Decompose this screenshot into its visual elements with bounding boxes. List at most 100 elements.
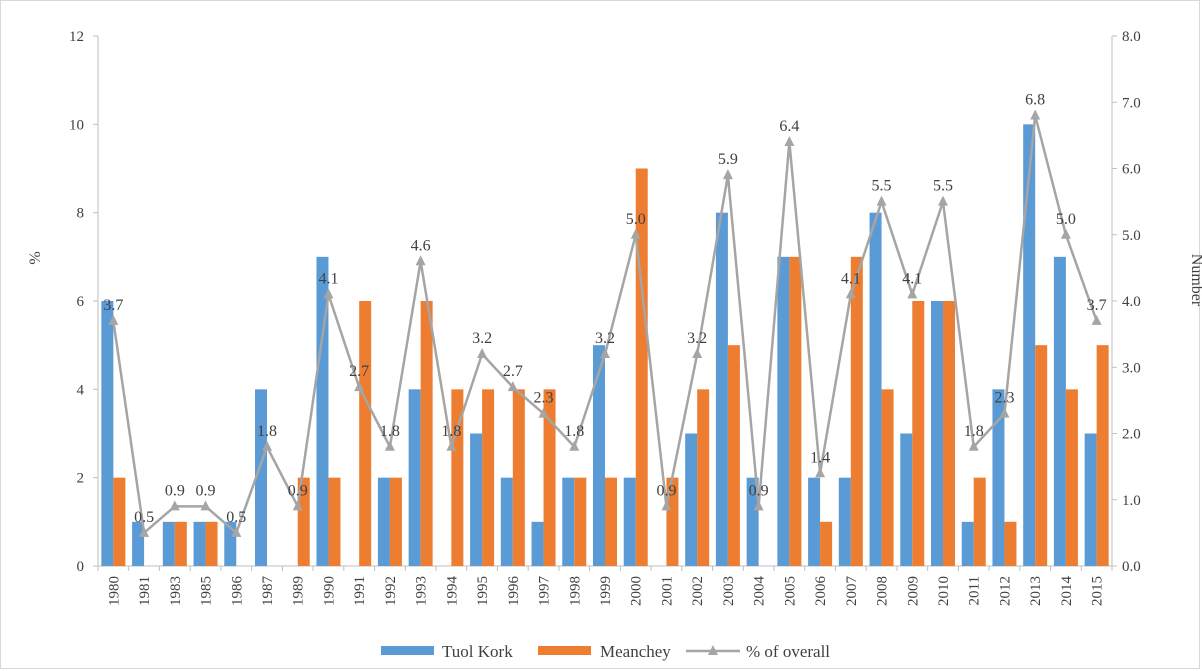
bar-meanchey xyxy=(574,477,587,566)
line-marker xyxy=(600,348,610,358)
bar-tuol-kork xyxy=(316,256,329,566)
line-marker xyxy=(262,440,272,451)
bar-tuol-kork xyxy=(685,433,698,566)
bar-tuol-kork xyxy=(715,212,728,566)
data-label: 4.6 xyxy=(411,237,431,254)
bar-meanchey xyxy=(1035,345,1048,566)
data-label: 5.5 xyxy=(933,178,953,195)
x-tick-label: 1997 xyxy=(537,576,553,607)
bar-tuol-kork xyxy=(193,521,206,566)
data-label: 4.1 xyxy=(841,270,861,287)
y2-tick-label: 1.0 xyxy=(1122,493,1141,509)
data-label: 3.7 xyxy=(103,297,123,314)
data-label: 0.5 xyxy=(226,509,246,526)
bar-meanchey xyxy=(205,521,218,566)
line-marker xyxy=(231,526,242,537)
y2-tick-label: 6.0 xyxy=(1122,162,1141,178)
x-tick-label: 2011 xyxy=(967,576,983,605)
data-label: 2.7 xyxy=(503,363,523,380)
data-label: 0.9 xyxy=(288,482,308,499)
line-marker xyxy=(692,348,703,358)
data-label: 3.7 xyxy=(1087,297,1107,314)
legend-swatch-marker xyxy=(708,645,718,655)
x-tick-label: 1991 xyxy=(352,576,368,606)
y-tick-label: 8 xyxy=(77,206,85,222)
tick-labels: 0 2 4 6 8 10 12 0.0 1.0 2.0 3.0 4.0 5.0 6.0 7.0 8.0 1980… xyxy=(69,29,1141,606)
y2-tick-label: 7.0 xyxy=(1122,95,1141,111)
data-label: 2.3 xyxy=(534,390,554,407)
bar-meanchey xyxy=(666,477,679,566)
bar-tuol-kork xyxy=(408,389,421,566)
line-marker xyxy=(876,195,887,206)
legend-swatch-tuol-kork xyxy=(381,646,434,655)
data-label: 0.5 xyxy=(134,509,154,526)
line-marker xyxy=(415,255,426,266)
bar-meanchey xyxy=(482,389,495,566)
bar-tuol-kork xyxy=(869,212,882,566)
bar-tuol-kork xyxy=(101,301,114,566)
y-tick-label: 12 xyxy=(69,29,84,45)
y-tick-label: 0 xyxy=(77,559,85,575)
bar-meanchey xyxy=(389,477,402,566)
data-label: 1.8 xyxy=(441,423,461,440)
data-label: 4.1 xyxy=(902,270,922,287)
bar-meanchey xyxy=(1065,389,1078,566)
line-marker xyxy=(1060,228,1071,239)
line-marker xyxy=(200,500,211,511)
line-marker xyxy=(722,169,733,180)
bar-tuol-kork xyxy=(992,389,1005,566)
line-marker xyxy=(354,381,365,392)
y2-axis-title: Number xyxy=(1188,254,1202,307)
bar-tuol-kork xyxy=(1023,124,1036,566)
data-label: 0.9 xyxy=(196,482,216,499)
line-series xyxy=(108,109,1102,537)
bar-tuol-kork xyxy=(900,433,913,566)
data-label: 6.8 xyxy=(1025,92,1045,109)
x-tick-label: 2006 xyxy=(813,576,829,607)
x-tick-label: 1992 xyxy=(383,576,399,606)
bar-tuol-kork xyxy=(746,477,759,566)
x-tick-label: 2004 xyxy=(752,576,768,607)
x-tick-label: 1983 xyxy=(168,576,184,606)
x-tick-label: 1986 xyxy=(229,576,245,607)
bar-meanchey xyxy=(789,256,802,566)
x-tick-label: 2000 xyxy=(629,576,645,606)
x-tick-label: 1987 xyxy=(260,576,276,607)
line-marker xyxy=(630,228,641,239)
x-tick-label: 2001 xyxy=(659,576,675,606)
data-label: 1.8 xyxy=(964,423,984,440)
bar-meanchey xyxy=(359,301,372,566)
bar-meanchey xyxy=(113,477,126,566)
x-tick-label: 2007 xyxy=(844,576,860,607)
data-label: 2.7 xyxy=(349,363,369,380)
data-label: 4.1 xyxy=(318,270,338,287)
bar-meanchey xyxy=(973,477,986,566)
line-marker xyxy=(907,288,918,299)
x-tick-label: 2015 xyxy=(1090,576,1106,606)
legend: Tuol Kork Meanchey % of overall xyxy=(381,642,830,661)
bar-meanchey xyxy=(943,301,955,566)
bar-tuol-kork xyxy=(255,389,267,566)
bar-tuol-kork xyxy=(562,477,575,566)
data-label: 1.8 xyxy=(380,423,400,440)
bar-tuol-kork xyxy=(1053,256,1066,566)
bar-meanchey xyxy=(174,521,187,566)
bar-meanchey xyxy=(512,389,525,566)
bar-meanchey xyxy=(912,301,925,566)
bar-meanchey xyxy=(1004,521,1017,566)
line-marker xyxy=(753,500,764,511)
x-tick-label: 1998 xyxy=(567,576,583,606)
line-marker xyxy=(538,407,549,418)
x-tick-label: 2013 xyxy=(1028,576,1044,606)
x-tick-label: 2008 xyxy=(875,576,891,606)
line-marker xyxy=(968,440,979,451)
data-label: 6.4 xyxy=(779,118,799,135)
data-label: 5.9 xyxy=(718,151,738,168)
line-marker xyxy=(661,500,672,511)
legend-label-meanchey: Meanchey xyxy=(600,642,671,661)
line-marker xyxy=(384,440,395,451)
data-labels: 3.7 0.5 0.9 0.9 0.5 1.8 0.9 4.1 2.7 1.8 4.6 1.8 3.2 2… xyxy=(103,92,1106,526)
bar-meanchey xyxy=(727,345,740,566)
x-tick-label: 1980 xyxy=(106,576,122,606)
